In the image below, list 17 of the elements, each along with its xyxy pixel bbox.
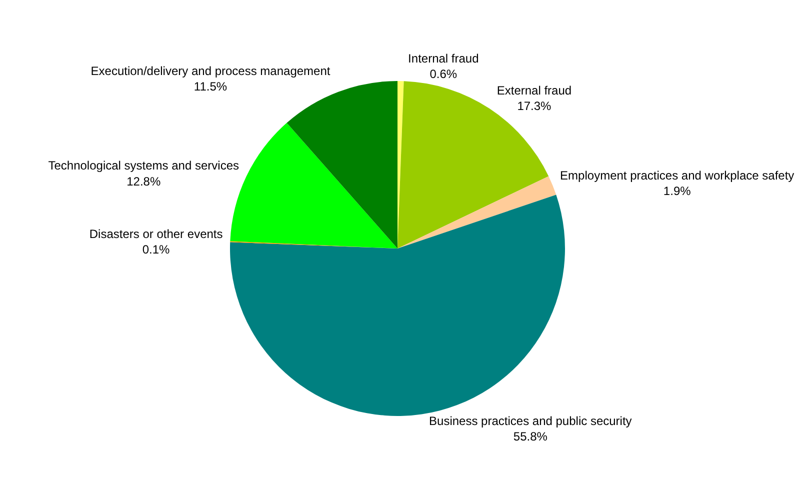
pie-slice: [286, 81, 398, 248]
slice-label: Disasters or other events: [89, 226, 223, 241]
data-label: 17.3%: [517, 98, 552, 113]
pie-slice: [398, 176, 556, 248]
slice-label: Technological systems and services: [48, 158, 239, 173]
slice-label: Internal fraud: [408, 51, 479, 66]
slice-label: External fraud: [496, 83, 572, 98]
data-label: 11.5%: [194, 80, 228, 94]
slice-label: Business practices and public security: [429, 414, 632, 428]
data-label: 55.8%: [513, 430, 548, 444]
slice-label: Execution/delivery and process management: [90, 64, 331, 78]
data-label: 0.1%: [142, 242, 170, 256]
data-label: 1.9%: [663, 184, 692, 198]
data-label: 0.6%: [430, 67, 458, 82]
pie-slice: [230, 194, 565, 416]
data-label: 12.8%: [126, 174, 161, 188]
slice-label: Employment practices and workplace safety: [560, 168, 794, 182]
